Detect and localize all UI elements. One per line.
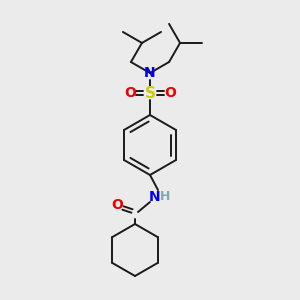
Text: H: H bbox=[160, 190, 170, 203]
Text: O: O bbox=[164, 86, 176, 100]
Text: S: S bbox=[145, 85, 155, 100]
Text: O: O bbox=[124, 86, 136, 100]
Text: N: N bbox=[144, 66, 156, 80]
Text: N: N bbox=[149, 190, 161, 204]
Text: O: O bbox=[111, 198, 123, 212]
